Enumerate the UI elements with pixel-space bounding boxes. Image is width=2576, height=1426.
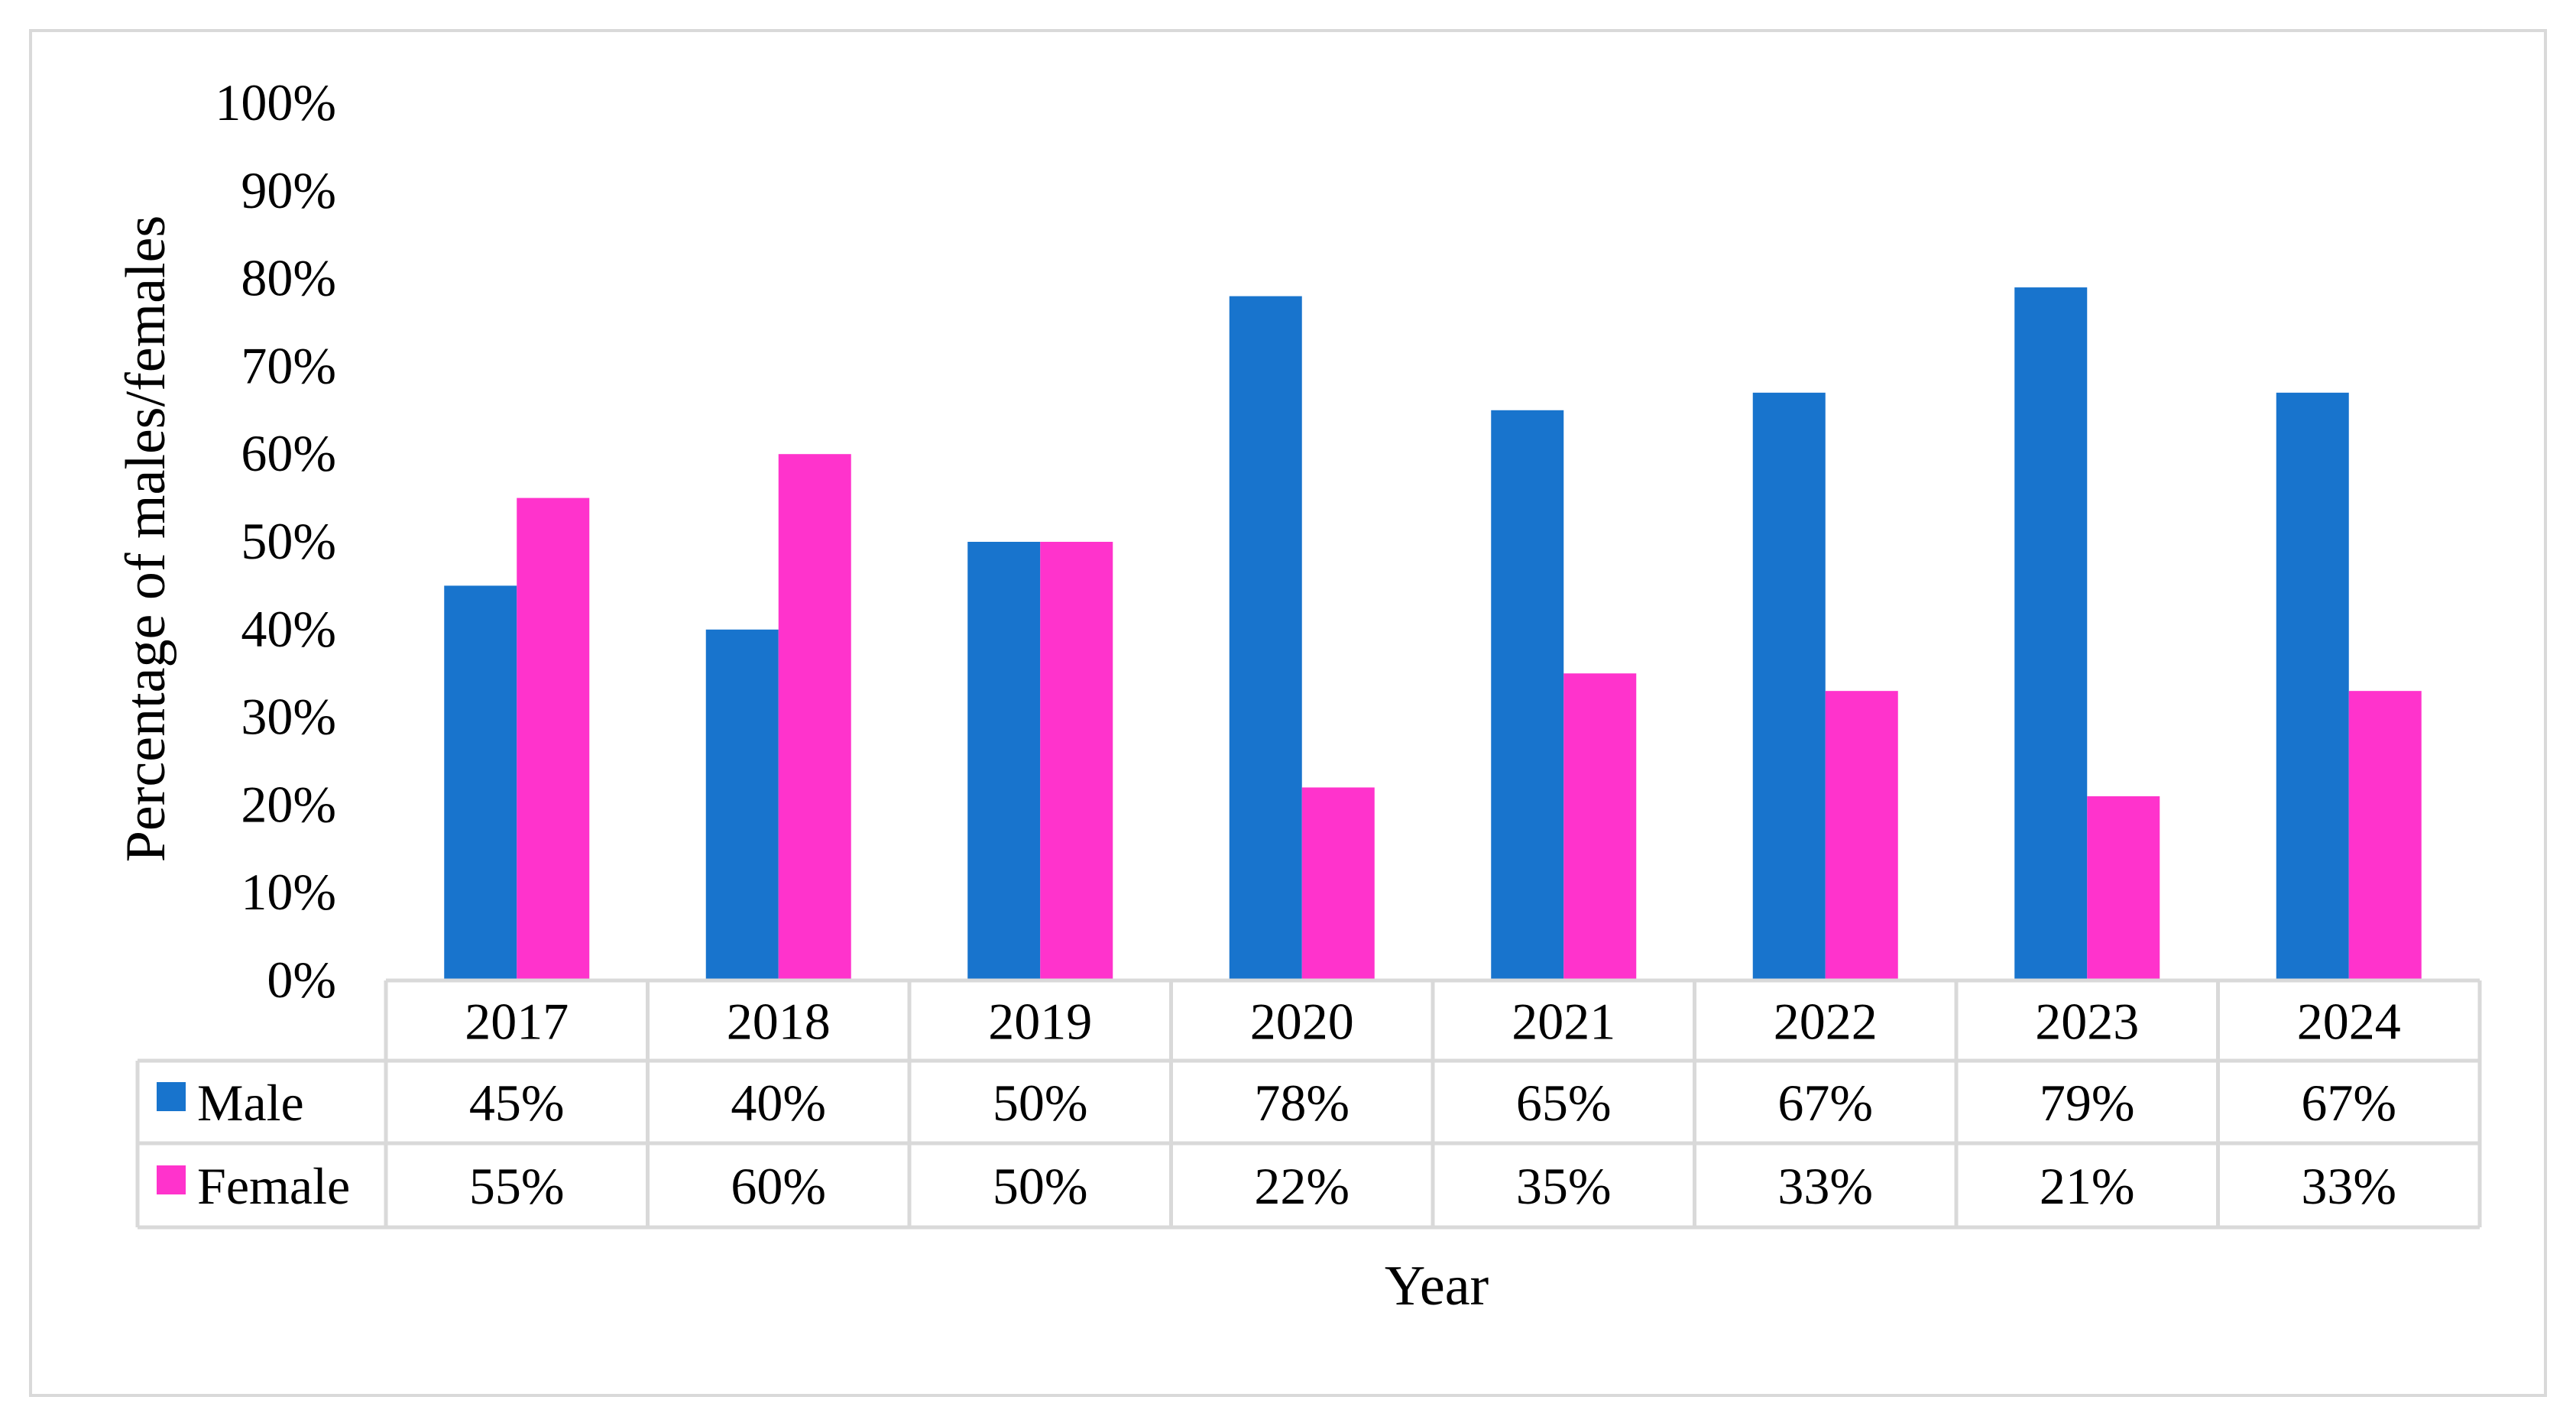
table-cell-female: 22% [1254,1157,1350,1215]
y-axis-title: Percentage of males/females [115,216,177,862]
bar-male-2019 [967,542,1041,980]
table-cell-female: 35% [1516,1157,1612,1215]
x-tick-label: 2020 [1250,993,1354,1051]
legend-swatch-female [157,1165,186,1194]
x-tick-label: 2021 [1512,993,1615,1051]
bar-female-2021 [1563,673,1637,980]
table-cell-female: 21% [2040,1157,2135,1215]
x-tick-label: 2018 [727,993,831,1051]
bar-male-2024 [2276,392,2349,980]
y-tick-label: 90% [241,161,336,219]
y-tick-label: 40% [241,600,336,658]
table-cell-female: 60% [731,1157,826,1215]
y-tick-label: 10% [241,863,336,921]
bar-female-2024 [2348,691,2422,980]
bar-male-2020 [1229,296,1302,980]
bar-female-2023 [2087,796,2160,980]
y-tick-label: 20% [241,775,336,833]
table-cell-female: 33% [2301,1157,2396,1215]
table-cell-female: 33% [1777,1157,1873,1215]
bar-male-2022 [1752,392,1826,980]
x-axis-title: Year [1385,1255,1489,1317]
x-tick-label: 2023 [2035,993,2139,1051]
table-cell-male: 45% [469,1074,565,1132]
legend-swatch-male [157,1082,186,1111]
x-tick-label: 2022 [1774,993,1878,1051]
table-cell-male: 40% [731,1074,826,1132]
table-cell-male: 79% [2040,1074,2135,1132]
bar-male-2018 [705,629,779,980]
bar-female-2020 [1301,787,1375,980]
bar-female-2019 [1040,542,1113,980]
data-table: 2017 2018 2019 2020 2021 2022 2023 2024 Male 45% 4… [135,978,2482,1230]
legend-label-female: Female [197,1157,350,1215]
y-tick-label: 70% [241,336,336,394]
table-cell-male: 50% [993,1074,1088,1132]
y-tick-label: 50% [241,512,336,570]
table-cell-male: 67% [2301,1074,2396,1132]
legend-label-male: Male [197,1074,304,1132]
bar-female-2022 [1825,691,1898,980]
x-tick-label: 2024 [2297,993,2401,1051]
table-cell-male: 78% [1254,1074,1350,1132]
bar-female-2017 [517,497,590,980]
x-tick-label: 2019 [988,993,1092,1051]
y-tick-label: 30% [241,688,336,746]
table-cell-male: 65% [1516,1074,1612,1132]
y-tick-label: 100% [215,73,336,131]
x-tick-label: 2017 [465,993,569,1051]
y-tick-label: 80% [241,249,336,307]
bar-female-2018 [778,454,851,980]
bar-male-2021 [1491,410,1564,980]
y-tick-label: 0% [267,951,336,1009]
table-cell-female: 50% [993,1157,1088,1215]
table-cell-male: 67% [1777,1074,1873,1132]
table-cell-female: 55% [469,1157,565,1215]
bar-male-2023 [2014,287,2088,981]
y-tick-label: 60% [241,424,336,482]
bars-layer [444,287,2422,981]
bar-male-2017 [444,585,517,980]
y-axis-ticks: 0% 10% 20% 30% 40% 50% 60% 70% 80% 90% 100% [215,73,336,1009]
